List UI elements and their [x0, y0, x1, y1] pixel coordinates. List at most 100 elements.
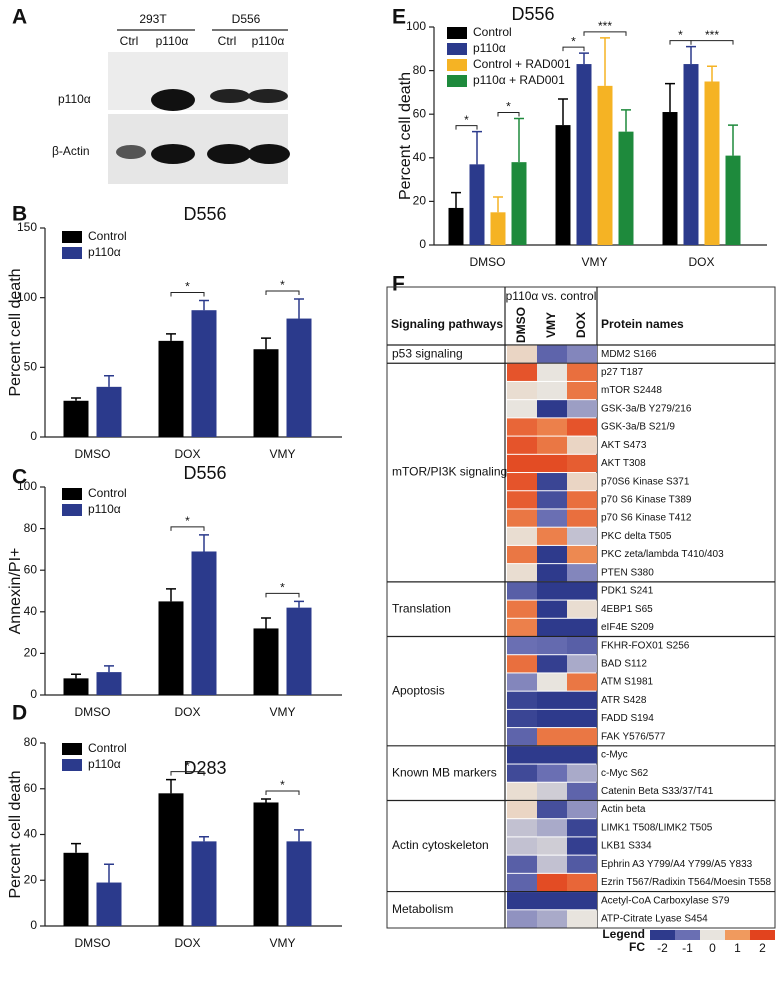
bar	[96, 386, 122, 437]
protein-name: MDM2 S166	[601, 349, 657, 360]
legend-tick: -1	[682, 941, 693, 955]
error-bar	[104, 863, 114, 883]
heat-cell	[567, 873, 597, 892]
heat-cell	[507, 509, 537, 527]
y-tick-label: 100	[17, 290, 37, 304]
heat-cell	[507, 637, 537, 655]
legend-label: p110α	[88, 245, 121, 259]
blot-group: 293T	[139, 12, 167, 26]
bar	[469, 164, 485, 245]
group-label: mTOR/PI3K signaling	[392, 465, 507, 479]
heat-cell	[507, 582, 537, 600]
error-bar	[493, 196, 503, 213]
bar	[576, 64, 592, 245]
error-bar	[558, 98, 568, 126]
heat-cell	[507, 709, 537, 728]
error-bar	[261, 798, 271, 803]
header: p110α vs. control	[506, 289, 597, 303]
blot-group: D556	[232, 12, 261, 26]
legend-swatch	[62, 504, 82, 516]
heat-cell	[507, 564, 537, 582]
heat-cell	[537, 800, 567, 819]
bar	[63, 400, 89, 437]
heat-cell	[537, 436, 567, 454]
protein-name: ATR S428	[601, 695, 647, 706]
protein-name: GSK-3a/B S21/9	[601, 422, 675, 433]
heat-cell	[507, 892, 537, 910]
significance-bracket	[265, 790, 300, 796]
bar	[158, 601, 184, 695]
significance-label: *	[185, 514, 190, 528]
chart-title: D556	[183, 463, 226, 483]
heat-cell	[567, 910, 597, 928]
heat-cell	[567, 345, 597, 363]
protein-name: Actin beta	[601, 804, 646, 815]
heat-cell	[567, 564, 597, 582]
legend-tick: 2	[759, 941, 766, 955]
bar	[704, 81, 720, 245]
y-tick-label: 40	[24, 827, 38, 841]
heat-cell	[507, 527, 537, 545]
protein-name: AKT T308	[601, 458, 646, 469]
error-bar	[199, 836, 209, 842]
bar	[253, 802, 279, 926]
heat-cell	[537, 400, 567, 418]
panel-letter: D	[12, 702, 27, 725]
significance-bracket	[170, 526, 205, 531]
legend-swatch	[447, 27, 467, 39]
bar	[448, 207, 464, 245]
blot-band	[210, 89, 250, 103]
bar	[662, 112, 678, 246]
x-tick-label: VMY	[269, 936, 295, 950]
legend-label: Control + RAD001	[473, 57, 571, 71]
heat-cell	[507, 381, 537, 400]
heat-cell	[507, 855, 537, 873]
legend-tick: 1	[734, 941, 741, 955]
heat-cell	[507, 691, 537, 709]
error-bar	[579, 52, 589, 65]
heat-cell	[537, 673, 567, 691]
group-label: Apoptosis	[392, 683, 445, 697]
bar	[63, 678, 89, 695]
group-label: Translation	[392, 601, 451, 615]
heat-cell	[537, 819, 567, 837]
heat-cell	[507, 363, 537, 381]
heat-cell	[537, 892, 567, 910]
legend-label: Control	[473, 25, 512, 39]
bar	[96, 882, 122, 926]
bar	[286, 607, 312, 695]
bar	[286, 841, 312, 926]
protein-name: PDK1 S241	[601, 586, 654, 597]
legend-swatch	[62, 247, 82, 259]
chart-title: D283	[183, 758, 226, 778]
protein-name: p70S6 Kinase S371	[601, 476, 690, 487]
legend-label: Control	[88, 486, 127, 500]
heat-cell	[537, 728, 567, 746]
error-bar	[71, 673, 81, 679]
significance-bracket	[583, 31, 627, 36]
legend-swatch	[675, 930, 700, 940]
y-tick-label: 20	[413, 194, 427, 208]
heat-cell	[507, 873, 537, 892]
heat-cell	[567, 673, 597, 691]
y-axis-label: Annexin/PI+	[7, 548, 24, 635]
group-label: Known MB markers	[392, 765, 497, 779]
protein-name: mTOR S2448	[601, 385, 662, 396]
x-tick-label: DMSO	[75, 447, 111, 461]
x-tick-label: DMSO	[75, 705, 111, 719]
y-tick-label: 0	[30, 918, 37, 932]
significance-label: *	[185, 759, 190, 773]
heat-cell	[537, 582, 567, 600]
error-bar	[199, 299, 209, 311]
error-bar	[665, 82, 675, 113]
x-tick-label: DMSO	[75, 936, 111, 950]
heat-cell	[507, 673, 537, 691]
y-tick-label: 80	[24, 735, 38, 749]
heat-cell	[537, 910, 567, 928]
heat-cell	[537, 418, 567, 436]
protein-name: c-Myc	[601, 750, 628, 761]
significance-label: *	[506, 100, 511, 114]
heat-cell	[567, 637, 597, 655]
y-tick-label: 40	[24, 604, 38, 618]
bar	[555, 125, 571, 245]
